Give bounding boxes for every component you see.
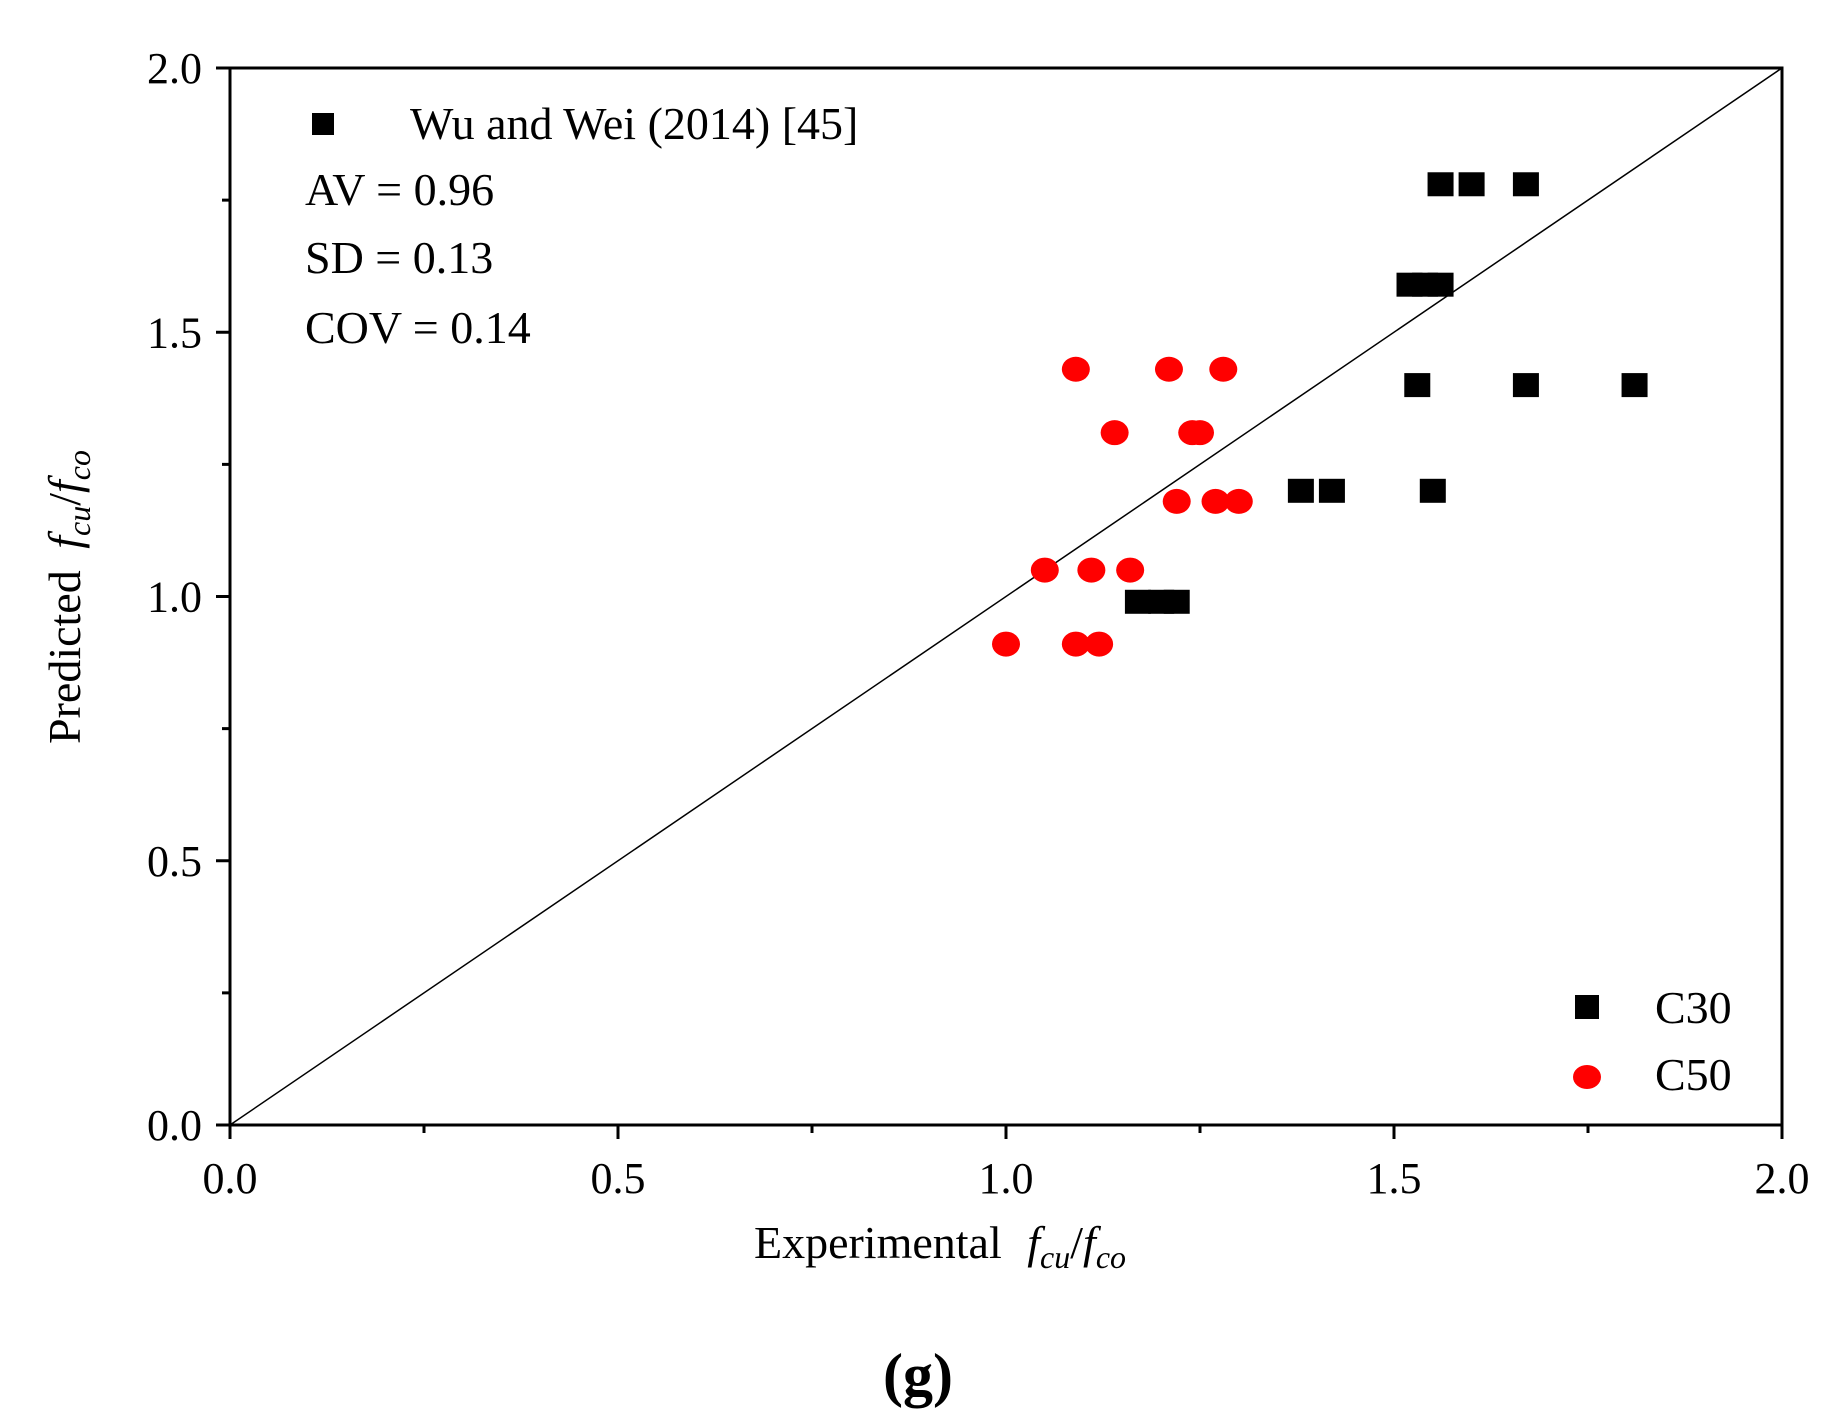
point-c30 xyxy=(1427,272,1454,297)
y-tick-label: 1.5 xyxy=(147,308,202,357)
point-c50 xyxy=(1154,356,1183,382)
point-c30 xyxy=(1404,373,1431,398)
annotation-marker xyxy=(312,113,334,135)
legend-marker-c30 xyxy=(1575,995,1599,1019)
point-c30 xyxy=(1287,478,1314,503)
point-c30 xyxy=(1427,172,1454,197)
point-c50 xyxy=(1201,488,1230,514)
point-c30 xyxy=(1318,478,1345,503)
annotation-cov: COV = 0.14 xyxy=(305,302,531,353)
panel-label: (g) xyxy=(883,1342,953,1408)
point-c30 xyxy=(1458,172,1485,197)
x-tick-label: 0.0 xyxy=(203,1154,258,1203)
x-tick-label: 1.0 xyxy=(979,1154,1034,1203)
point-c30 xyxy=(1512,172,1539,197)
point-c30 xyxy=(1124,589,1151,614)
y-tick-label: 1.0 xyxy=(147,573,202,622)
y-tick-label: 2.0 xyxy=(147,44,202,93)
x-tick-label: 0.5 xyxy=(591,1154,646,1203)
annotation-block: Wu and Wei (2014) [45] AV = 0.96 SD = 0.… xyxy=(305,98,858,353)
point-c30 xyxy=(1163,589,1190,614)
point-c30 xyxy=(1419,478,1446,503)
point-c50 xyxy=(1162,488,1191,514)
points-layer xyxy=(992,172,1648,657)
point-c50 xyxy=(1224,488,1253,514)
y-axis-label: Predicted fcu/fco xyxy=(39,450,97,744)
annotation-title: Wu and Wei (2014) [45] xyxy=(410,98,858,149)
point-c30 xyxy=(1512,373,1539,398)
point-c50 xyxy=(1077,557,1106,583)
point-c50 xyxy=(1100,420,1129,446)
legend-marker-c50 xyxy=(1573,1065,1601,1089)
point-c50 xyxy=(1116,557,1145,583)
annotation-av: AV = 0.96 xyxy=(305,164,494,215)
point-c50 xyxy=(1061,356,1090,382)
point-c50 xyxy=(1061,631,1090,657)
x-tick-label: 1.5 xyxy=(1367,1154,1422,1203)
x-tick-label: 2.0 xyxy=(1755,1154,1810,1203)
legend-label-c50: C50 xyxy=(1655,1049,1732,1100)
x-axis-label: Experimental fcu/fco xyxy=(754,1217,1126,1275)
annotation-sd: SD = 0.13 xyxy=(305,232,493,283)
point-c50 xyxy=(1085,631,1114,657)
legend-label-c30: C30 xyxy=(1655,982,1732,1033)
y-tick-label: 0.5 xyxy=(147,837,202,886)
ticks-layer: 0.0 0.5 1.0 1.5 2.0 0.0 0.5 1.0 1.5 2.0 xyxy=(147,44,1810,1203)
point-c50 xyxy=(1030,557,1059,583)
point-c50 xyxy=(992,631,1020,657)
point-c50 xyxy=(1209,356,1238,382)
reference-line xyxy=(229,67,1783,1126)
reference-line-layer xyxy=(229,67,1783,1126)
y-tick-label: 0.0 xyxy=(147,1101,202,1150)
point-c50 xyxy=(1186,420,1214,446)
legend: C30 C50 xyxy=(1573,982,1732,1100)
point-c30 xyxy=(1621,373,1648,398)
